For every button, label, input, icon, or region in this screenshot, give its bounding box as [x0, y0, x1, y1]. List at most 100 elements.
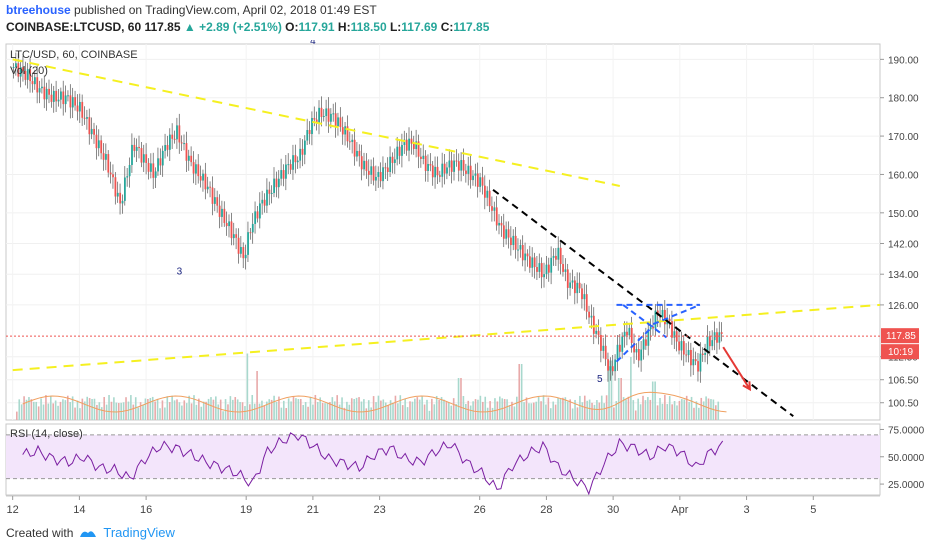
candle-body: [287, 164, 290, 166]
volume-bar: [433, 404, 436, 420]
volume-bar: [549, 408, 552, 420]
volume-bar: [113, 397, 115, 420]
publish-text: published on TradingView.com, April 02, …: [74, 3, 377, 17]
candle-body: [417, 141, 420, 157]
volume-bar: [532, 402, 535, 420]
volume-bar: [554, 404, 557, 420]
price-tick-label: 100.50: [888, 399, 919, 410]
volume-bar: [355, 397, 358, 420]
candle-body: [637, 349, 640, 361]
time-tick-label: 3: [744, 504, 750, 516]
candle-body: [351, 139, 354, 142]
candle-body: [469, 165, 472, 181]
low-value: 117.69: [401, 20, 438, 34]
candle-body: [17, 63, 20, 77]
candle-body: [382, 167, 384, 182]
candle-body: [45, 88, 48, 100]
volume-bar: [132, 404, 135, 420]
volume-bar: [57, 405, 59, 420]
candle-body: [512, 235, 515, 246]
candle-body: [301, 148, 304, 155]
candle-body: [706, 336, 709, 353]
candle-body: [97, 140, 100, 149]
volume-bar: [241, 402, 244, 420]
volume-bar: [147, 399, 149, 420]
candle-body: [206, 186, 209, 190]
candle-body: [635, 349, 638, 353]
author-link[interactable]: btreehouse: [6, 3, 71, 17]
candle-body: [112, 174, 114, 178]
volume-bar: [515, 396, 518, 420]
candle-body: [552, 255, 555, 258]
volume-bar: [634, 410, 637, 420]
volume-bar: [309, 396, 312, 420]
candle-body: [107, 154, 110, 173]
volume-bar: [576, 407, 579, 420]
volume-bar: [389, 400, 392, 420]
volume-bar: [236, 399, 239, 420]
candle-body: [682, 341, 685, 355]
last-price-label: 117.85: [886, 331, 916, 342]
candle-body: [325, 108, 328, 117]
candle-body: [701, 353, 704, 355]
volume-bar: [98, 402, 101, 420]
candle-body: [690, 349, 692, 366]
candle-body: [453, 160, 456, 172]
volume-bar: [566, 401, 569, 420]
volume-bar: [93, 398, 96, 420]
candle-body: [67, 95, 69, 97]
candle-body: [105, 154, 107, 160]
volume-bar: [409, 401, 411, 420]
volume-bar: [37, 406, 40, 420]
candle-body: [576, 282, 579, 294]
time-tick-label: Apr: [671, 504, 688, 516]
volume-bar: [331, 397, 334, 420]
volume-bar: [28, 397, 30, 420]
volume-bar: [103, 397, 105, 420]
volume-bar: [287, 398, 290, 420]
volume-bar: [168, 402, 171, 420]
price-chart[interactable]: 190.00 180.00 170.00 160.00 150.00 142.00 134.…: [0, 40, 932, 520]
volume-bar: [579, 395, 581, 420]
candle-body: [247, 232, 249, 255]
volume-bar: [535, 401, 538, 420]
volume-bar: [207, 398, 210, 420]
candle-body: [446, 167, 448, 174]
volume-bar: [200, 406, 203, 420]
candle-body: [313, 117, 316, 120]
tradingview-link[interactable]: TradingView: [103, 525, 175, 540]
candle-body: [254, 211, 257, 224]
candle-body: [164, 145, 167, 151]
candle-body: [216, 197, 219, 206]
candle-body: [372, 166, 375, 181]
volume-bar: [290, 401, 292, 420]
volume-bar: [88, 398, 91, 420]
volume-bar: [484, 396, 487, 420]
candle-body: [270, 192, 273, 194]
candle-body: [145, 154, 148, 163]
candle-body: [457, 161, 460, 171]
candle-body: [384, 167, 387, 169]
volume-bar: [108, 395, 110, 420]
volume-bar: [256, 371, 258, 420]
volume-bar: [292, 396, 295, 420]
volume-bar: [59, 401, 62, 420]
volume-bar: [450, 405, 453, 420]
candle-body: [24, 70, 27, 80]
volume-bar: [127, 401, 130, 420]
volume-bar: [455, 404, 457, 420]
volume-bar: [435, 395, 438, 420]
volume-bar: [603, 403, 605, 420]
volume-bar: [668, 396, 671, 420]
volume-bar: [312, 404, 314, 420]
volume-bar: [244, 406, 246, 420]
candle-body: [365, 160, 368, 171]
volume-bar: [270, 399, 273, 420]
candle-body: [171, 134, 174, 139]
volume-legend: Vol (20): [10, 65, 48, 77]
volume-bar: [613, 407, 615, 420]
volume-bar: [363, 399, 365, 420]
quote-line: COINBASE:LTCUSD, 60 117.85 ▲ +2.89 (+2.5…: [6, 20, 489, 34]
candle-body: [562, 264, 564, 272]
candle-body: [500, 222, 503, 226]
